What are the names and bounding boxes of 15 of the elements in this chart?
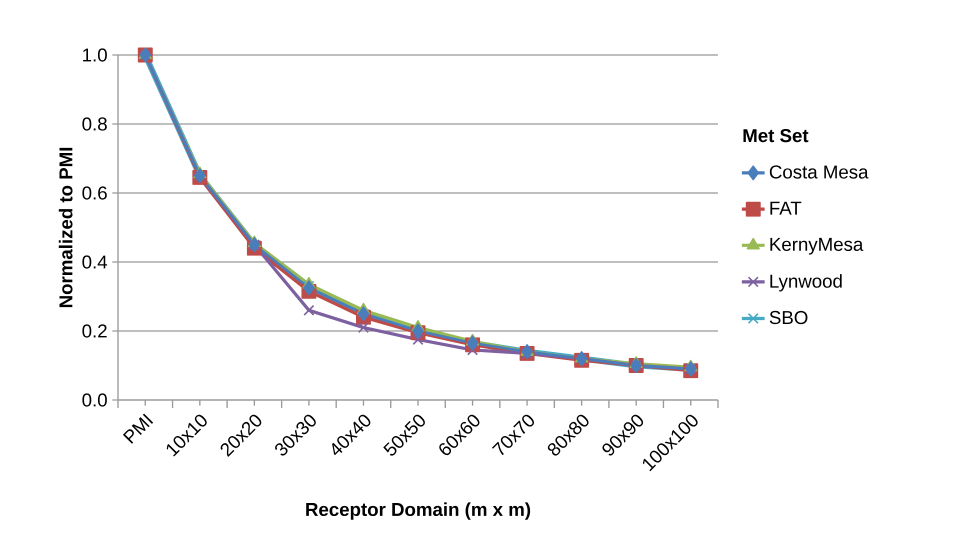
legend-label: Lynwood [770, 274, 842, 292]
y-axis-title: Normalized to PMI [58, 148, 73, 308]
y-tick-label: 0.8 [82, 117, 107, 131]
y-tick-label: 1.0 [83, 48, 107, 62]
legend-label: Costa Mesa [770, 165, 868, 179]
y-tick-label: 0.0 [82, 393, 107, 407]
legend-label: SBO [770, 310, 808, 324]
legend-label: FAT [770, 202, 802, 215]
legend-label: KernyMesa [770, 238, 864, 255]
y-tick-label: 0.4 [82, 255, 108, 269]
y-tick-label: 0.6 [82, 186, 107, 200]
y-tick-label: 0.2 [82, 324, 107, 338]
x-axis-title: Receptor Domain (m x m) [306, 502, 530, 520]
legend-title: Met Set [743, 128, 808, 142]
x-tick-label: PMI [122, 414, 154, 444]
